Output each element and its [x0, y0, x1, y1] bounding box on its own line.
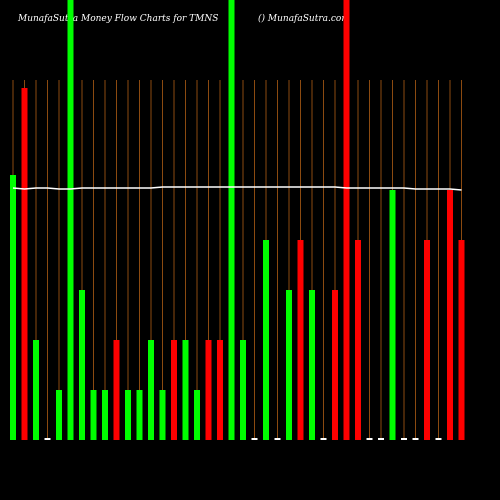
bar	[286, 290, 292, 440]
bar	[401, 438, 407, 440]
bar	[148, 340, 154, 440]
bar	[125, 390, 131, 440]
chart-title: MunafaSutra Money Flow Charts for TMNS	[17, 14, 218, 24]
bar	[355, 240, 361, 440]
bar	[343, 0, 350, 440]
bar	[447, 190, 453, 440]
bar	[297, 240, 304, 440]
bar	[263, 240, 269, 440]
bar	[113, 340, 120, 440]
bar	[90, 390, 97, 440]
bar	[205, 340, 212, 440]
bar	[194, 390, 200, 440]
bar	[458, 240, 465, 440]
bar	[240, 340, 246, 440]
bar	[79, 290, 85, 440]
bar	[424, 240, 430, 440]
bar	[332, 290, 338, 440]
bar	[435, 438, 442, 440]
money-flow-line	[12, 186, 462, 191]
bar	[182, 340, 189, 440]
chart-subtitle: () MunafaSutra.com	[258, 13, 350, 24]
bar	[33, 340, 39, 440]
bar	[136, 390, 143, 440]
bar	[378, 438, 384, 440]
bar	[67, 0, 74, 440]
bar	[56, 390, 62, 440]
bar	[366, 438, 373, 440]
bar	[21, 88, 28, 440]
bar	[10, 175, 16, 440]
bar	[171, 340, 177, 440]
bar	[274, 438, 281, 440]
bar	[44, 438, 51, 440]
bar	[228, 0, 235, 440]
bar	[217, 340, 223, 440]
bar	[412, 438, 419, 440]
bar	[389, 190, 396, 440]
bar	[159, 390, 166, 440]
bar	[102, 390, 108, 440]
bar	[320, 438, 327, 440]
bar	[251, 438, 258, 440]
bar	[309, 290, 315, 440]
